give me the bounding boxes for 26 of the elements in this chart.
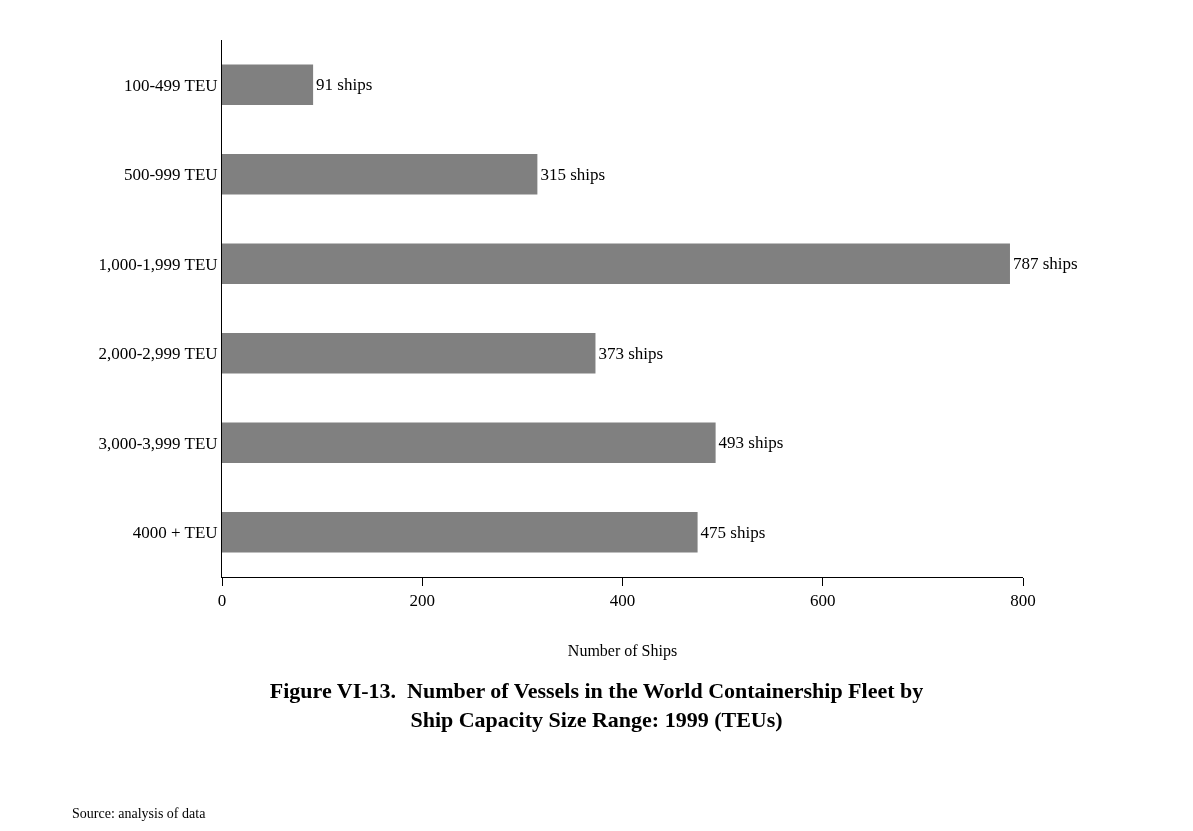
source-note: Source: analysis of data — [72, 806, 207, 821]
data-label: 373 ships — [598, 343, 664, 363]
bar — [222, 512, 698, 553]
bar — [222, 154, 538, 195]
text: Figure VI-13. Number of Vessels in the World Containership Fleet by Ship Capacity Size Range: 1999 (TEUs) — [269, 678, 924, 732]
y-tick-label: 500-999 TEU — [123, 165, 218, 185]
x-tick-label: 200 — [409, 591, 435, 611]
data-label: 475 ships — [700, 522, 766, 542]
data-label: 315 ships — [540, 164, 606, 184]
y-tick-label: 4000 + TEU — [132, 523, 218, 543]
y-tick-label: 100-499 TEU — [123, 75, 218, 95]
bar — [222, 333, 596, 374]
bar — [222, 422, 716, 463]
x-tick-label: 800 — [1010, 591, 1036, 611]
bar — [222, 64, 314, 105]
x-tick-label: 400 — [609, 591, 636, 611]
y-tick-label: 1,000-1,999 TEU — [98, 254, 218, 274]
y-tick-label: 2,000-2,999 TEU — [98, 344, 218, 364]
bar — [222, 243, 1010, 284]
data-label: 493 ships — [718, 433, 784, 453]
y-tick-label: 3,000-3,999 TEU — [98, 433, 218, 453]
x-axis-title: Number of Ships — [567, 642, 678, 661]
x-tick-label: 600 — [810, 591, 836, 611]
data-label: 787 ships — [1012, 254, 1078, 274]
data-label: 91 ships — [316, 75, 373, 95]
x-tick-label: 0 — [217, 591, 227, 611]
